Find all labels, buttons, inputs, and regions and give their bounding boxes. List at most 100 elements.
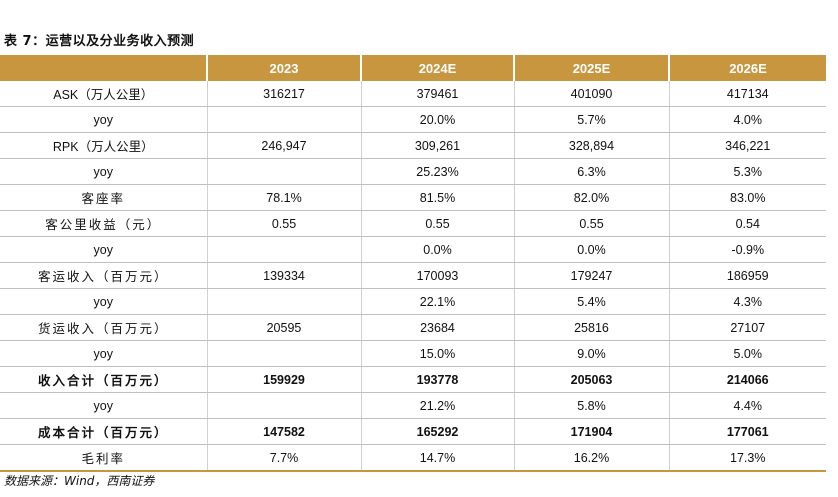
- table-row: 成本合计（百万元） 147582 165292 171904 177061: [0, 418, 826, 445]
- table-cell: 159929: [206, 366, 361, 393]
- table-cell: 27107: [668, 314, 826, 341]
- table-row: yoy 15.0% 9.0% 5.0%: [0, 340, 826, 367]
- table-cell: 83.0%: [668, 184, 826, 211]
- table-cell: 0.54: [668, 210, 826, 237]
- table-cell: 9.0%: [513, 340, 669, 367]
- table-cell: 165292: [360, 418, 514, 445]
- row-label: 客运收入（百万元）: [0, 262, 207, 289]
- row-label: yoy: [0, 106, 207, 133]
- table-cell: 82.0%: [513, 184, 669, 211]
- table-cell: 5.8%: [513, 392, 669, 419]
- row-label: yoy: [0, 392, 207, 419]
- table-cell: 170093: [360, 262, 514, 289]
- table-row: yoy 0.0% 0.0% -0.9%: [0, 236, 826, 263]
- table-cell: 316217: [206, 81, 361, 107]
- table-cell: 171904: [513, 418, 669, 445]
- table-row: yoy 21.2% 5.8% 4.4%: [0, 392, 826, 419]
- row-label: yoy: [0, 288, 207, 315]
- table-cell: 5.7%: [513, 106, 669, 133]
- table-cell: 205063: [513, 366, 669, 393]
- forecast-table: 2023 2024E 2025E 2026E ASK（万人公里） 316217 37…: [0, 55, 826, 472]
- table-cell: [206, 340, 361, 367]
- table-cell: 6.3%: [513, 158, 669, 185]
- table-cell: 17.3%: [668, 444, 826, 472]
- table-cell: 139334: [206, 262, 361, 289]
- table-cell: 20595: [206, 314, 361, 341]
- header-cell: 2023: [206, 55, 361, 81]
- table-cell: 0.55: [206, 210, 361, 237]
- table-cell: 20.0%: [360, 106, 514, 133]
- table-row: yoy 22.1% 5.4% 4.3%: [0, 288, 826, 315]
- forecast-table-container: 2023 2024E 2025E 2026E ASK（万人公里） 316217 37…: [0, 55, 826, 472]
- row-label: 成本合计（百万元）: [0, 418, 207, 445]
- table-row: 收入合计（百万元） 159929 193778 205063 214066: [0, 366, 826, 393]
- table-cell: 179247: [513, 262, 669, 289]
- row-label: ASK（万人公里）: [0, 81, 207, 107]
- table-row: yoy 25.23% 6.3% 5.3%: [0, 158, 826, 185]
- table-cell: 401090: [513, 81, 669, 107]
- table-cell: 23684: [360, 314, 514, 341]
- header-cell: 2026E: [668, 55, 826, 81]
- table-cell: 7.7%: [206, 444, 361, 472]
- table-row: ASK（万人公里） 316217 379461 401090 417134: [0, 81, 826, 107]
- table-cell: 15.0%: [360, 340, 514, 367]
- table-cell: 21.2%: [360, 392, 514, 419]
- row-label: 货运收入（百万元）: [0, 314, 207, 341]
- table-cell: 186959: [668, 262, 826, 289]
- row-label: 客座率: [0, 184, 207, 211]
- table-cell: 4.0%: [668, 106, 826, 133]
- header-cell: [0, 55, 207, 81]
- table-row: yoy 20.0% 5.7% 4.0%: [0, 106, 826, 133]
- table-cell: 5.4%: [513, 288, 669, 315]
- table-cell: 78.1%: [206, 184, 361, 211]
- table-cell: -0.9%: [668, 236, 826, 263]
- table-cell: 177061: [668, 418, 826, 445]
- table-cell: 346,221: [668, 132, 826, 159]
- table-cell: 147582: [206, 418, 361, 445]
- table-cell: 4.3%: [668, 288, 826, 315]
- row-label: 收入合计（百万元）: [0, 366, 207, 393]
- table-row: RPK（万人公里） 246,947 309,261 328,894 346,221: [0, 132, 826, 159]
- table-cell: 328,894: [513, 132, 669, 159]
- table-cell: [206, 288, 361, 315]
- table-cell: 0.0%: [360, 236, 514, 263]
- table-cell: 22.1%: [360, 288, 514, 315]
- table-cell: 25.23%: [360, 158, 514, 185]
- table-row: 客运收入（百万元） 139334 170093 179247 186959: [0, 262, 826, 289]
- table-row: 货运收入（百万元） 20595 23684 25816 27107: [0, 314, 826, 341]
- row-label: yoy: [0, 236, 207, 263]
- table-cell: 4.4%: [668, 392, 826, 419]
- table-cell: 309,261: [360, 132, 514, 159]
- row-label: yoy: [0, 158, 207, 185]
- table-cell: [206, 106, 361, 133]
- table-cell: 379461: [360, 81, 514, 107]
- table-cell: 214066: [668, 366, 826, 393]
- table-cell: 417134: [668, 81, 826, 107]
- table-cell: 0.55: [360, 210, 514, 237]
- table-cell: 5.3%: [668, 158, 826, 185]
- table-cell: 0.0%: [513, 236, 669, 263]
- row-label: RPK（万人公里）: [0, 132, 207, 159]
- table-cell: [206, 158, 361, 185]
- table-row: 客公里收益（元） 0.55 0.55 0.55 0.54: [0, 210, 826, 237]
- table-cell: 193778: [360, 366, 514, 393]
- table-row: 客座率 78.1% 81.5% 82.0% 83.0%: [0, 184, 826, 211]
- table-cell: 25816: [513, 314, 669, 341]
- table-cell: [206, 236, 361, 263]
- table-cell: 81.5%: [360, 184, 514, 211]
- header-row: 2023 2024E 2025E 2026E: [0, 55, 826, 81]
- table-cell: 5.0%: [668, 340, 826, 367]
- table-cell: 246,947: [206, 132, 361, 159]
- row-label: 毛利率: [0, 444, 207, 472]
- table-body: ASK（万人公里） 316217 379461 401090 417134 yoy 20.0…: [0, 81, 826, 472]
- table-cell: [206, 392, 361, 419]
- source-note: 数据来源：Wind，西南证券: [4, 474, 155, 488]
- table-cell: 14.7%: [360, 444, 514, 472]
- header-cell: 2024E: [360, 55, 514, 81]
- table-cell: 16.2%: [513, 444, 669, 472]
- row-label: yoy: [0, 340, 207, 367]
- header-cell: 2025E: [513, 55, 669, 81]
- row-label: 客公里收益（元）: [0, 210, 207, 237]
- table-cell: 0.55: [513, 210, 669, 237]
- table-row: 毛利率 7.7% 14.7% 16.2% 17.3%: [0, 444, 826, 472]
